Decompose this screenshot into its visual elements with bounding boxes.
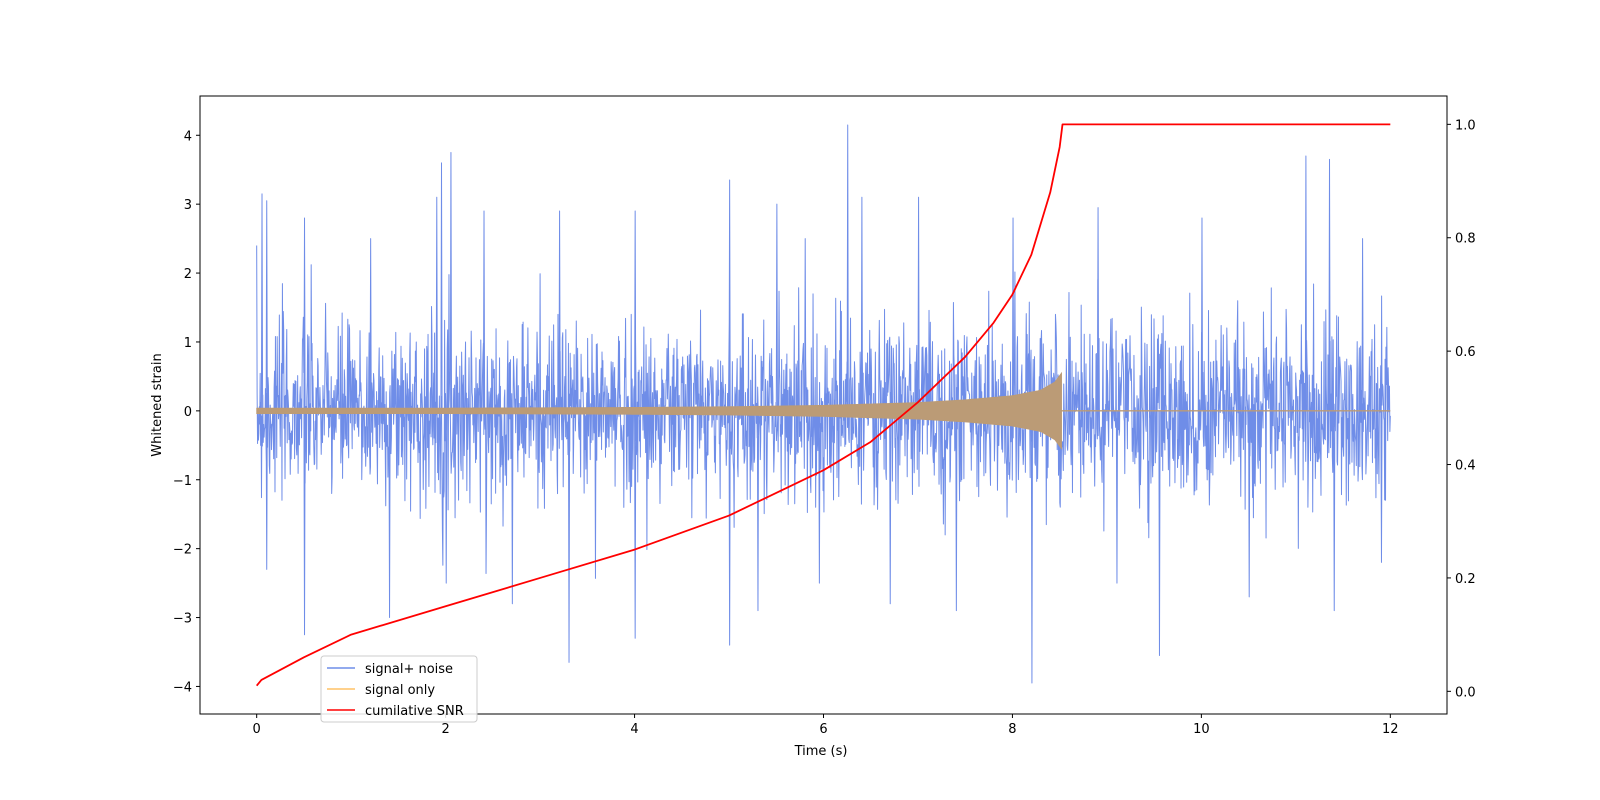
x-axis: 0 2 4 6 8 10 12 — [253, 714, 1399, 737]
y-tick-label: 1 — [184, 336, 192, 351]
legend-box — [320, 655, 478, 723]
x-tick-label: 12 — [1382, 722, 1399, 737]
series-layer — [255, 123, 1391, 687]
x-tick-label: 8 — [1008, 722, 1016, 737]
y2-tick-label: 0.0 — [1455, 685, 1476, 700]
x-tick-label: 4 — [630, 722, 638, 737]
y-tick-label: 3 — [184, 198, 192, 213]
y2-tick-label: 0.4 — [1455, 459, 1476, 474]
y2-tick-label: 0.8 — [1455, 232, 1476, 247]
y-tick-label: −2 — [173, 543, 192, 558]
x-tick-label: 2 — [441, 722, 449, 737]
y-tick-label: −1 — [173, 474, 192, 489]
y2-tick-label: 0.6 — [1455, 345, 1476, 360]
y-tick-label: 2 — [184, 267, 192, 282]
series-cumulative-snr — [255, 123, 1391, 687]
legend-entry-signal-noise: signal+ noise — [365, 662, 453, 677]
series-signal-only — [256, 371, 1062, 450]
legend-entry-signal-only: signal only — [365, 683, 435, 698]
y2-tick-label: 0.2 — [1455, 572, 1476, 587]
y-axis-right: 0.0 0.2 0.4 0.6 0.8 1.0 — [1447, 118, 1476, 700]
y-tick-label: −4 — [173, 680, 192, 695]
legend: signal+ noise signal only cumilative SNR — [320, 655, 478, 723]
y-axis-label: Whitened strain — [150, 353, 165, 456]
x-tick-label: 10 — [1193, 722, 1210, 737]
x-axis-label: Time (s) — [794, 744, 848, 759]
y-tick-label: 0 — [184, 405, 192, 420]
y2-tick-label: 1.0 — [1455, 118, 1476, 133]
y-tick-label: 4 — [184, 129, 192, 144]
x-tick-label: 0 — [253, 722, 261, 737]
y-tick-label: −3 — [173, 612, 192, 627]
series-signal-noise — [256, 124, 1391, 684]
y-axis-left: −4 −3 −2 −1 0 1 2 3 4 — [173, 129, 200, 695]
x-tick-label: 6 — [819, 722, 827, 737]
legend-entry-cumulative-snr: cumilative SNR — [365, 704, 464, 719]
